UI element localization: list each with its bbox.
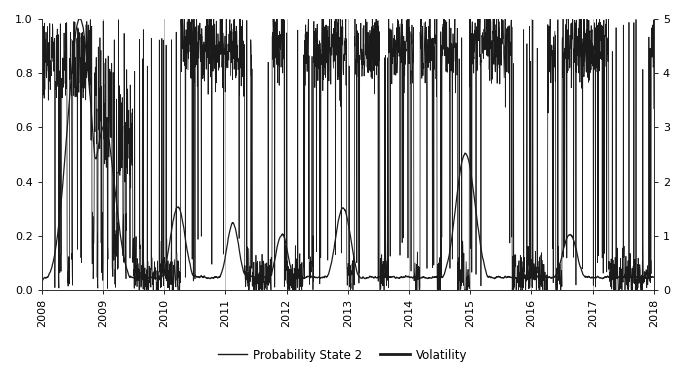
Legend: Probability State 2, Volatility: Probability State 2, Volatility xyxy=(213,344,472,366)
